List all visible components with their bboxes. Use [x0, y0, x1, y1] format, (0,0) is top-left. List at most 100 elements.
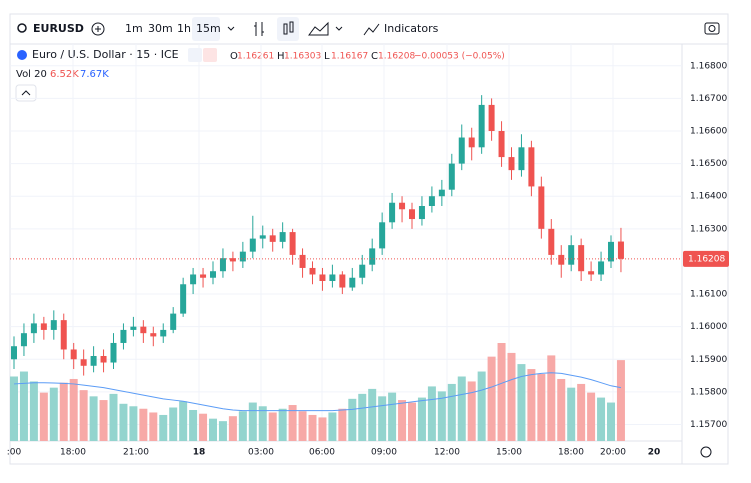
x-tick-label: 12:00 [434, 448, 460, 458]
candle-body [588, 271, 595, 275]
candle-type-active[interactable] [277, 17, 299, 41]
volume-bar [437, 391, 446, 441]
candle-body [438, 189, 445, 197]
candle-body [339, 274, 346, 288]
volume-bar [567, 387, 576, 441]
candle-body [309, 267, 316, 275]
area-icon[interactable] [308, 21, 329, 36]
volume-bar [209, 418, 217, 441]
indicators-button[interactable]: Indicators [384, 22, 439, 35]
x-tick-label: :00 [7, 448, 22, 458]
candle-body [598, 261, 605, 275]
volume-bar [547, 355, 556, 441]
candle-body [60, 320, 67, 350]
search-icon[interactable] [17, 23, 27, 33]
volume-bar [388, 392, 397, 441]
interval[interactable]: 30m [148, 22, 173, 35]
chevron [21, 90, 31, 96]
last-price-box [683, 250, 729, 267]
candle-body [518, 147, 525, 171]
candle-body [30, 323, 37, 334]
candle-icon [283, 23, 288, 35]
interval[interactable]: 1h [177, 22, 191, 35]
x-tick-label: 20 [648, 448, 661, 458]
add-symbol[interactable] [91, 22, 105, 36]
candle-body [120, 329, 127, 343]
volume-bar [507, 352, 516, 441]
candle-body [259, 235, 266, 239]
x-tick-label: 06:00 [309, 448, 335, 458]
settings[interactable] [700, 446, 712, 458]
dropdown[interactable] [335, 26, 343, 31]
dropdown[interactable] [227, 26, 235, 31]
candle-body [369, 248, 376, 265]
flag [17, 50, 27, 60]
volume-bar [417, 397, 426, 441]
candle-body [130, 326, 137, 330]
candle-body [70, 349, 77, 360]
y-tick-label: 1.15700 [690, 420, 727, 430]
candle-body [329, 274, 336, 281]
volume-bar [517, 364, 526, 441]
interval[interactable]: 15m [196, 22, 221, 35]
volume-bar [597, 397, 606, 441]
volume-bar [49, 387, 58, 441]
bar-type-icon[interactable] [254, 22, 264, 36]
volume-value: 6.52K [50, 69, 79, 80]
intervals: 1m 30m 1h 15m [125, 17, 221, 41]
symbol[interactable]: EURUSD [33, 22, 84, 35]
y-tick-label: 1.16400 [690, 192, 727, 202]
volume-bar [59, 382, 68, 441]
candle-body [349, 277, 356, 288]
y-tick-label: 1.16800 [690, 61, 727, 71]
volume-bar [487, 356, 496, 441]
candle-body [100, 356, 107, 363]
volume-bar [278, 408, 287, 441]
volume-bar [457, 376, 466, 441]
candle-body [319, 274, 326, 281]
x-tick-label: 03:00 [248, 448, 274, 458]
candle-body [180, 284, 187, 314]
legend-btn[interactable] [188, 48, 202, 62]
candle-body [200, 274, 207, 278]
indicators-icon[interactable] [363, 23, 380, 36]
legend-btn[interactable] [203, 48, 217, 62]
ohlc: O 1.16261 H 1.16303 L 1.16167 C 1.16208−0.00053… [230, 51, 505, 62]
volume-bar [29, 381, 38, 441]
volume-bar [268, 412, 277, 441]
interval[interactable]: 1m [125, 22, 143, 35]
camera-lens [708, 25, 716, 32]
y-tick-label: 1.16500 [690, 159, 727, 169]
y-tick-label: 1.16100 [690, 290, 727, 300]
x-tick-label: 15:00 [496, 448, 522, 458]
last-price-label: 1.16208 [688, 254, 725, 264]
volume-bar [79, 390, 88, 441]
volume-title: Vol 20 [16, 69, 47, 80]
collapse[interactable] [15, 84, 37, 102]
candle-body [448, 163, 455, 190]
candle-body [389, 202, 396, 223]
volume-bar [238, 411, 247, 441]
candle-body [140, 326, 147, 334]
candle-body [219, 258, 226, 272]
candle-body [468, 137, 475, 148]
volume-bar [89, 396, 98, 441]
candle-body [458, 137, 465, 164]
plot: 1.15700 1.15800 1.15900 1.16000 1.16100 1.163… [7, 44, 729, 458]
volume-bar [537, 374, 546, 441]
y-tick-label: 1.16600 [690, 127, 727, 137]
candle-body [548, 228, 555, 255]
camera-icon[interactable] [704, 22, 720, 35]
candle-body [249, 238, 256, 252]
volume-bar [39, 392, 48, 441]
volume-bar [616, 360, 625, 441]
instrument: Euro / U.S. Dollar · 15 · ICE [32, 48, 179, 61]
volume-bar [497, 343, 506, 441]
candle-body [617, 241, 624, 259]
candle-body [558, 254, 565, 265]
volume-bar [318, 417, 327, 441]
candle-body [150, 333, 157, 337]
volume-bar [99, 400, 108, 441]
interval-active [192, 17, 220, 41]
volume-bar [527, 369, 536, 441]
